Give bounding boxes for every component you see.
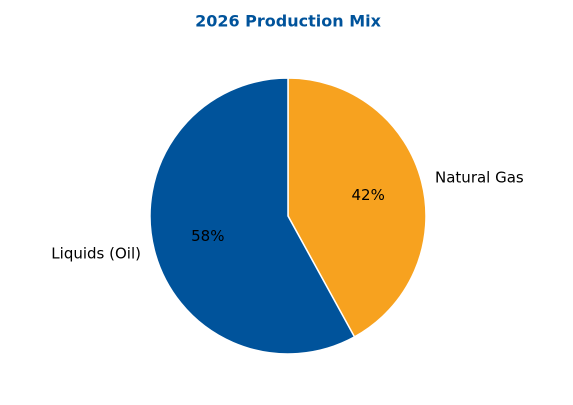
chart-title: 2026 Production Mix: [195, 12, 382, 31]
pie-slice: [287, 77, 427, 338]
value-label: 58%: [191, 227, 224, 245]
category-label: Liquids (Oil): [51, 244, 141, 262]
pie-slice: [149, 77, 356, 355]
category-label: Natural Gas: [435, 169, 524, 187]
value-label: 42%: [352, 186, 385, 204]
